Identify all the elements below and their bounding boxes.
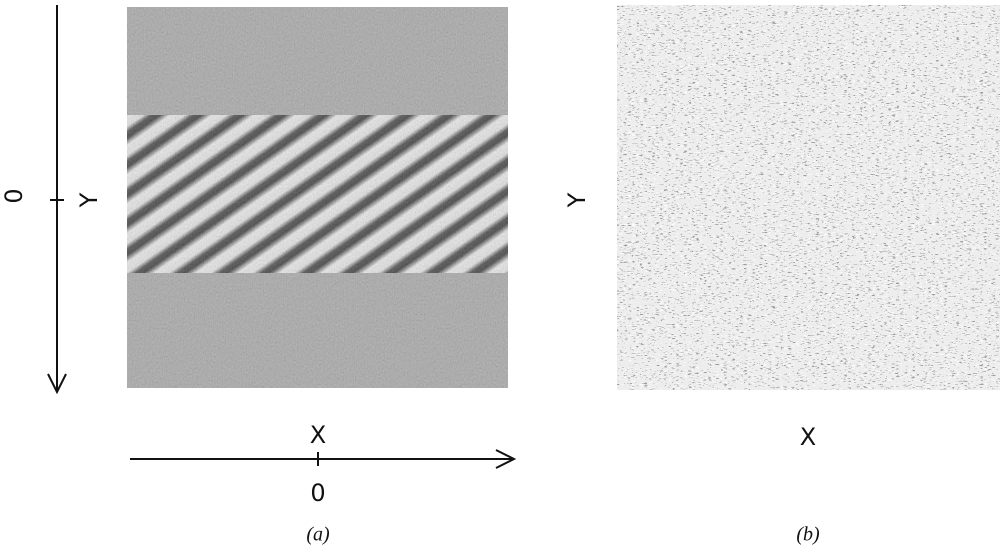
panel-b-image bbox=[617, 5, 1000, 390]
panel-a-image bbox=[127, 7, 508, 388]
y-axis-label: Y bbox=[75, 192, 103, 208]
y-origin-label: 0 bbox=[0, 188, 28, 203]
x-axis-arrow bbox=[130, 450, 514, 468]
caption: (b) bbox=[796, 524, 820, 546]
caption: (a) bbox=[306, 524, 330, 546]
x-origin-label: 0 bbox=[310, 479, 325, 507]
figure: 0 Y X 0 (a) Y X (b) bbox=[0, 0, 1003, 549]
y-axis-arrow bbox=[48, 5, 66, 392]
x-axis-label: X bbox=[800, 423, 816, 451]
y-axis-label: Y bbox=[563, 192, 591, 208]
x-axis-label: X bbox=[310, 421, 326, 449]
